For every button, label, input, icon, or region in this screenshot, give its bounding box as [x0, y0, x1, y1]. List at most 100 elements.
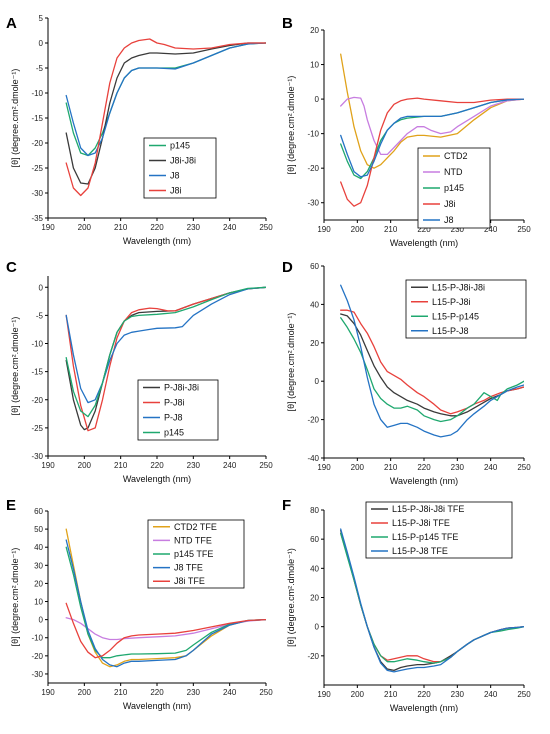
- x-tick-label: 250: [517, 690, 531, 699]
- y-tick-label: 0: [315, 623, 320, 632]
- y-axis-label: [θ] (degree.cm².dmole⁻¹): [286, 548, 296, 647]
- panel-letter: E: [6, 497, 16, 514]
- series-group: [340, 53, 524, 207]
- x-tick-label: 190: [317, 690, 331, 699]
- legend-entry: L15-P-J8: [432, 326, 469, 336]
- x-tick-label: 240: [484, 225, 498, 234]
- y-tick-label: 30: [34, 561, 43, 570]
- x-tick-label: 220: [150, 223, 164, 232]
- y-tick-label: 60: [310, 262, 319, 271]
- y-tick-label: -15: [31, 368, 43, 377]
- series-line-p-j8: [65, 286, 266, 404]
- legend: CTD2 TFE NTD TFE p145 TFE J8 TFE J8i TFE: [147, 519, 245, 589]
- y-tick-label: -30: [31, 189, 43, 198]
- x-tick-label: 230: [451, 690, 465, 699]
- y-tick-label: 40: [34, 543, 43, 552]
- x-tick-label: 190: [317, 225, 331, 234]
- legend-box: [365, 501, 513, 559]
- y-tick-label: 20: [310, 26, 319, 35]
- legend-entry: p145: [170, 141, 190, 151]
- series-line-ntd-tfe: [65, 617, 266, 641]
- x-tick-label: 240: [223, 688, 237, 697]
- y-tick-label: -10: [31, 634, 43, 643]
- x-tick-label: 230: [187, 688, 201, 697]
- x-tick-label: 210: [114, 223, 128, 232]
- y-tick-label: -5: [36, 64, 44, 73]
- x-tick-label: 220: [150, 461, 164, 470]
- panel-a-chart: A 190 200 210 220 230 240 250 -35 -30 -25 -20 -15 -10…: [6, 14, 273, 246]
- legend-entry: p145: [164, 428, 184, 438]
- legend-box: [137, 379, 219, 441]
- series-line-j8i-tfe: [65, 602, 266, 659]
- y-axis-label: [θ] (degree.cm².dmole⁻¹): [10, 548, 20, 647]
- series-line-j8i-j8i: [65, 42, 266, 185]
- legend-entry: NTD TFE: [174, 535, 212, 545]
- legend-entry: J8: [444, 215, 454, 225]
- x-tick-label: 190: [41, 223, 55, 232]
- series-line-ctd2: [340, 53, 524, 169]
- legend-entry: p145: [444, 183, 464, 193]
- legend-entry: P-J8i: [164, 398, 185, 408]
- series-line-j8: [65, 42, 266, 157]
- y-tick-label: -20: [31, 139, 43, 148]
- legend-entry: J8i: [444, 199, 456, 209]
- y-tick-label: 40: [310, 300, 319, 309]
- x-tick-label: 250: [259, 223, 273, 232]
- y-tick-label: -30: [31, 670, 43, 679]
- x-axis-label: Wavelength (nm): [123, 474, 191, 484]
- x-tick-label: 240: [223, 461, 237, 470]
- x-tick-label: 220: [417, 690, 431, 699]
- series-line-ntd: [340, 96, 524, 156]
- y-tick-label: 20: [310, 339, 319, 348]
- panel-f-chart: F 190 200 210 220 230 240 250 -20 0 20 40 60 80 Wavele…: [282, 497, 531, 713]
- series-group: [65, 528, 266, 668]
- y-tick-label: -25: [31, 164, 43, 173]
- x-tick-label: 250: [259, 461, 273, 470]
- legend-entry: P-J8i-J8i: [164, 383, 199, 393]
- series-line-l15-p-j8-tfe: [340, 528, 524, 673]
- x-tick-label: 240: [484, 463, 498, 472]
- x-tick-label: 200: [78, 688, 92, 697]
- y-tick-label: 60: [34, 507, 43, 516]
- x-tick-label: 200: [351, 690, 365, 699]
- y-tick-label: 80: [310, 506, 319, 515]
- y-tick-label: -10: [31, 89, 43, 98]
- legend-box: [405, 279, 527, 339]
- y-tick-label: 0: [39, 283, 44, 292]
- legend-entry: L15-P-J8i TFE: [392, 518, 450, 528]
- y-axis-label: [θ] (degree.cm².dmole⁻¹): [10, 317, 20, 416]
- series-line-l15-p-p145: [340, 317, 524, 423]
- y-tick-label: -15: [31, 114, 43, 123]
- x-tick-label: 250: [517, 225, 531, 234]
- panel-letter: C: [6, 259, 17, 276]
- series-line-j8i: [340, 97, 524, 207]
- legend: L15-P-J8i-J8i L15-P-J8i L15-P-p145 L15-P-J8: [405, 279, 527, 339]
- legend-entry: J8i TFE: [174, 576, 205, 586]
- panel-letter: A: [6, 15, 17, 32]
- x-tick-label: 210: [384, 690, 398, 699]
- panel-c-chart: C 190 200 210 220 230 240 250 -30 -25 -20 -15 -10 -5 0…: [6, 259, 273, 484]
- legend-entry: p145 TFE: [174, 549, 213, 559]
- y-tick-label: 10: [34, 598, 43, 607]
- x-tick-label: 210: [384, 225, 398, 234]
- series-group: [65, 286, 266, 432]
- legend-entry: J8 TFE: [174, 563, 203, 573]
- x-axis-label: Wavelength (nm): [123, 236, 191, 246]
- legend-entry: NTD: [444, 167, 463, 177]
- series-line-j8-tfe: [65, 539, 266, 668]
- y-tick-label: 10: [310, 61, 319, 70]
- x-tick-label: 210: [114, 461, 128, 470]
- legend-entry: L15-P-p145: [432, 311, 479, 321]
- legend-entry: L15-P-J8 TFE: [392, 546, 448, 556]
- x-tick-label: 230: [451, 463, 465, 472]
- x-tick-label: 190: [41, 688, 55, 697]
- series-line-p-j8i: [65, 286, 266, 432]
- legend: CTD2 NTD p145 J8i J8: [417, 147, 491, 229]
- x-tick-label: 250: [517, 463, 531, 472]
- y-axis-label: [θ] (degree.cm².dmole⁻¹): [10, 69, 20, 168]
- legend-box: [143, 137, 217, 199]
- y-axis-label: [θ] (degree.cm².dmole⁻¹): [286, 313, 296, 412]
- y-tick-label: -25: [31, 424, 43, 433]
- y-tick-label: 0: [39, 39, 44, 48]
